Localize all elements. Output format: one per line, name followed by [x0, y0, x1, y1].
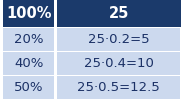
Text: 25·0.2=5: 25·0.2=5: [88, 34, 149, 46]
Bar: [57, 76, 180, 99]
Bar: [57, 52, 180, 75]
Text: 25·0.4=10: 25·0.4=10: [84, 57, 154, 70]
Bar: [3, 28, 54, 51]
Text: 25·0.5=12.5: 25·0.5=12.5: [77, 81, 160, 94]
Text: 25: 25: [109, 6, 130, 21]
Bar: [3, 52, 54, 75]
Text: 20%: 20%: [14, 34, 44, 46]
Bar: [3, 0, 54, 27]
Bar: [3, 76, 54, 99]
Text: 50%: 50%: [14, 81, 44, 94]
Text: 100%: 100%: [6, 6, 51, 21]
Text: 40%: 40%: [14, 57, 43, 70]
Bar: [57, 28, 180, 51]
Bar: [57, 0, 181, 27]
